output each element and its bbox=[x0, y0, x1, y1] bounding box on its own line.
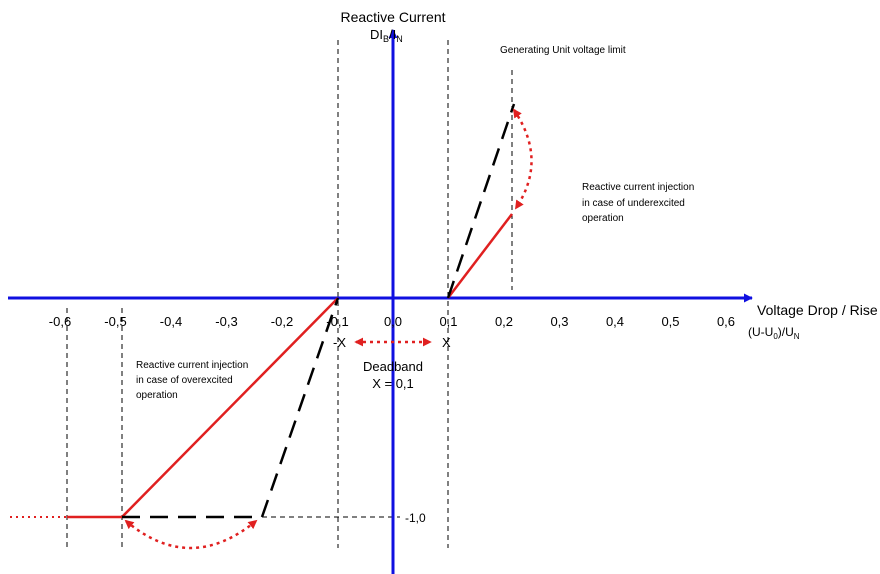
x-tick-label: -0,1 bbox=[326, 314, 348, 329]
x-tick-label: 0,4 bbox=[606, 314, 624, 329]
deadband-pos-x-label: X bbox=[442, 335, 451, 350]
deadband-value-label: X = 0,1 bbox=[372, 376, 414, 391]
x-tick-label: 0,3 bbox=[550, 314, 568, 329]
underexcited-annotation-line2: in case of underexcited bbox=[582, 198, 685, 209]
x-tick-label: -0,5 bbox=[104, 314, 126, 329]
x-tick-label: 0,5 bbox=[661, 314, 679, 329]
x-tick-label: -0,6 bbox=[49, 314, 71, 329]
x-tick-label: 0,0 bbox=[384, 314, 402, 329]
x-tick-label: -0,2 bbox=[271, 314, 293, 329]
underexcited-annotation-line3: operation bbox=[582, 213, 624, 224]
overexcited-annotation-line2: in case of overexcited bbox=[136, 375, 233, 386]
deadband-label: Deadband bbox=[363, 359, 423, 374]
y-tick-label: -1,0 bbox=[405, 511, 426, 525]
x-tick-label: 0,1 bbox=[439, 314, 457, 329]
reference-lines bbox=[66, 40, 513, 548]
y-axis-label-unit: DIB/IN bbox=[370, 27, 403, 44]
gradient-range-arrow-lower bbox=[124, 519, 258, 550]
x-tick-label: 0,6 bbox=[717, 314, 735, 329]
gradient-range-arrow-upper bbox=[512, 108, 533, 210]
underexcited-annotation-line1: Reactive current injection bbox=[582, 182, 694, 193]
x-tick-label: 0,2 bbox=[495, 314, 513, 329]
x-tick-labels: -0,6 -0,5 -0,4 -0,3 -0,2 -0,1 0,0 0,1 0,2 0,3 0,4 0… bbox=[49, 314, 735, 329]
overexcited-dashed-steep bbox=[122, 297, 340, 519]
x-axis-label-main: Voltage Drop / Rise bbox=[757, 302, 878, 318]
underexcited-dashed-steep bbox=[446, 103, 516, 299]
y-axis-label-main: Reactive Current bbox=[340, 9, 445, 25]
x-tick-label: -0,3 bbox=[215, 314, 237, 329]
underexcited-characteristic bbox=[447, 213, 513, 299]
overexcited-annotation-line3: operation bbox=[136, 390, 178, 401]
deadband-neg-x-label: -X bbox=[333, 335, 346, 350]
gen-limit-annotation: Generating Unit voltage limit bbox=[500, 45, 626, 56]
x-tick-label: -0,4 bbox=[160, 314, 182, 329]
x-axis-label-unit: (U-U0)/UN bbox=[748, 325, 800, 341]
overexcited-annotation-line1: Reactive current injection bbox=[136, 360, 248, 371]
overexcited-characteristic bbox=[67, 297, 339, 519]
